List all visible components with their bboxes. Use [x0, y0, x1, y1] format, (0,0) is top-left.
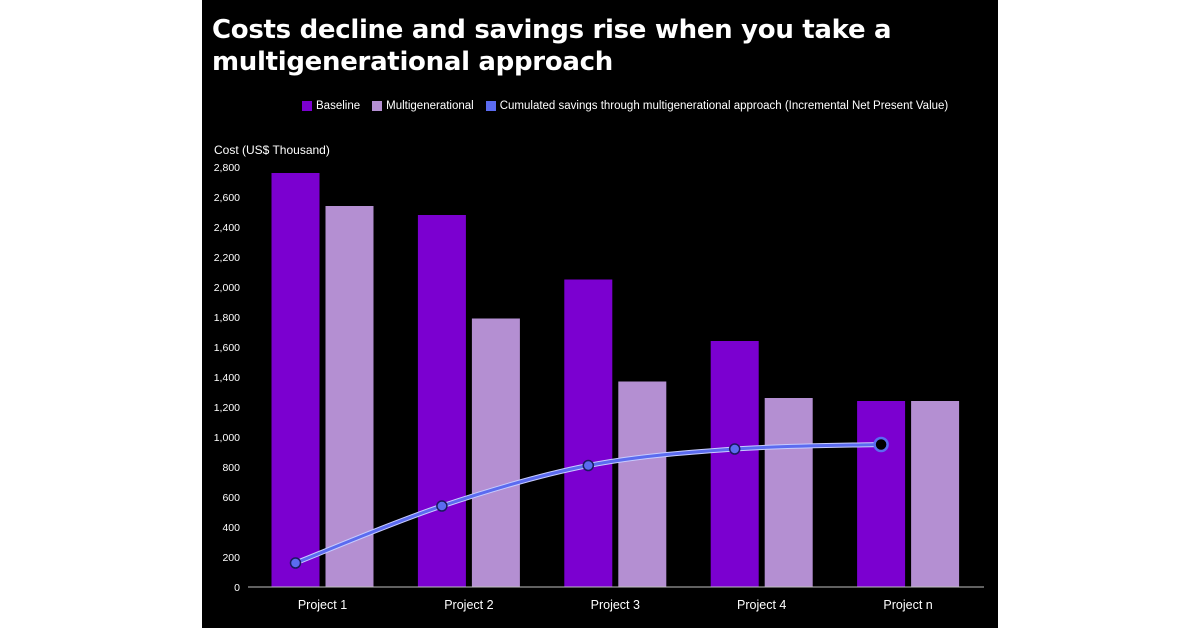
- y-tick-label: 2,800: [214, 162, 240, 174]
- y-tick-label: 1,600: [214, 342, 240, 354]
- savings-point: [582, 459, 595, 472]
- y-tick-label: 2,200: [214, 252, 240, 264]
- legend-label-baseline: Baseline: [316, 100, 361, 112]
- savings-line-group: [289, 436, 889, 569]
- y-tick-label: 2,000: [214, 282, 240, 294]
- y-tick-label: 1,400: [214, 372, 240, 384]
- bar-baseline: [271, 173, 320, 587]
- y-tick-label: 0: [234, 582, 240, 594]
- x-tick-label: Project 1: [298, 598, 347, 612]
- savings-point: [289, 557, 302, 569]
- y-tick-label: 600: [222, 492, 240, 504]
- x-axis-ticks: Project 1 Project 2 Project 3 Project 4 Proj…: [298, 598, 933, 612]
- bar-multigenerational: [618, 381, 667, 587]
- savings-point: [873, 436, 889, 453]
- legend: Baseline Multigenerational Cumulated sav…: [302, 98, 960, 114]
- bar-multigenerational: [911, 401, 960, 587]
- legend-item-multigenerational: Multigenerational: [372, 100, 474, 112]
- legend-item-savings: Cumulated savings through multigeneratio…: [485, 100, 949, 112]
- x-tick-label: Project 2: [444, 598, 493, 612]
- legend-item-baseline: Baseline: [302, 100, 360, 112]
- bars: [271, 173, 960, 587]
- chart-title: Costs decline and savings rise when you …: [212, 15, 892, 77]
- savings-point: [728, 443, 741, 455]
- y-tick-label: 200: [222, 552, 240, 564]
- bar-baseline: [857, 401, 906, 587]
- y-tick-label: 1,000: [214, 432, 240, 444]
- y-tick-label: 400: [222, 522, 240, 534]
- legend-label-savings: Cumulated savings through multigeneratio…: [499, 100, 949, 112]
- y-axis-ticks: 0 200 400 600 800 1,000 1,200 1,400 1,600 1,800 2,…: [214, 162, 240, 594]
- x-tick-label: Project n: [883, 598, 932, 612]
- y-tick-label: 2,600: [214, 192, 240, 204]
- bar-baseline: [564, 279, 613, 587]
- legend-label-multigenerational: Multigenerational: [386, 100, 474, 112]
- y-tick-label: 1,800: [214, 312, 240, 324]
- y-tick-label: 800: [222, 462, 240, 474]
- legend-swatch-savings: [485, 101, 496, 111]
- legend-swatch-baseline: [302, 101, 312, 111]
- savings-point: [436, 500, 448, 512]
- bar-multigenerational: [471, 318, 520, 587]
- x-tick-label: Project 4: [737, 598, 786, 612]
- y-tick-label: 2,400: [214, 222, 240, 234]
- bar-baseline: [417, 215, 466, 587]
- bar-baseline: [710, 341, 759, 587]
- x-tick-label: Project 3: [591, 598, 640, 612]
- y-tick-label: 1,200: [214, 402, 240, 414]
- bar-multigenerational: [764, 398, 813, 587]
- legend-swatch-multigenerational: [372, 101, 383, 111]
- y-axis-label: Cost (US$ Thousand): [214, 143, 330, 157]
- bar-multigenerational: [325, 206, 374, 587]
